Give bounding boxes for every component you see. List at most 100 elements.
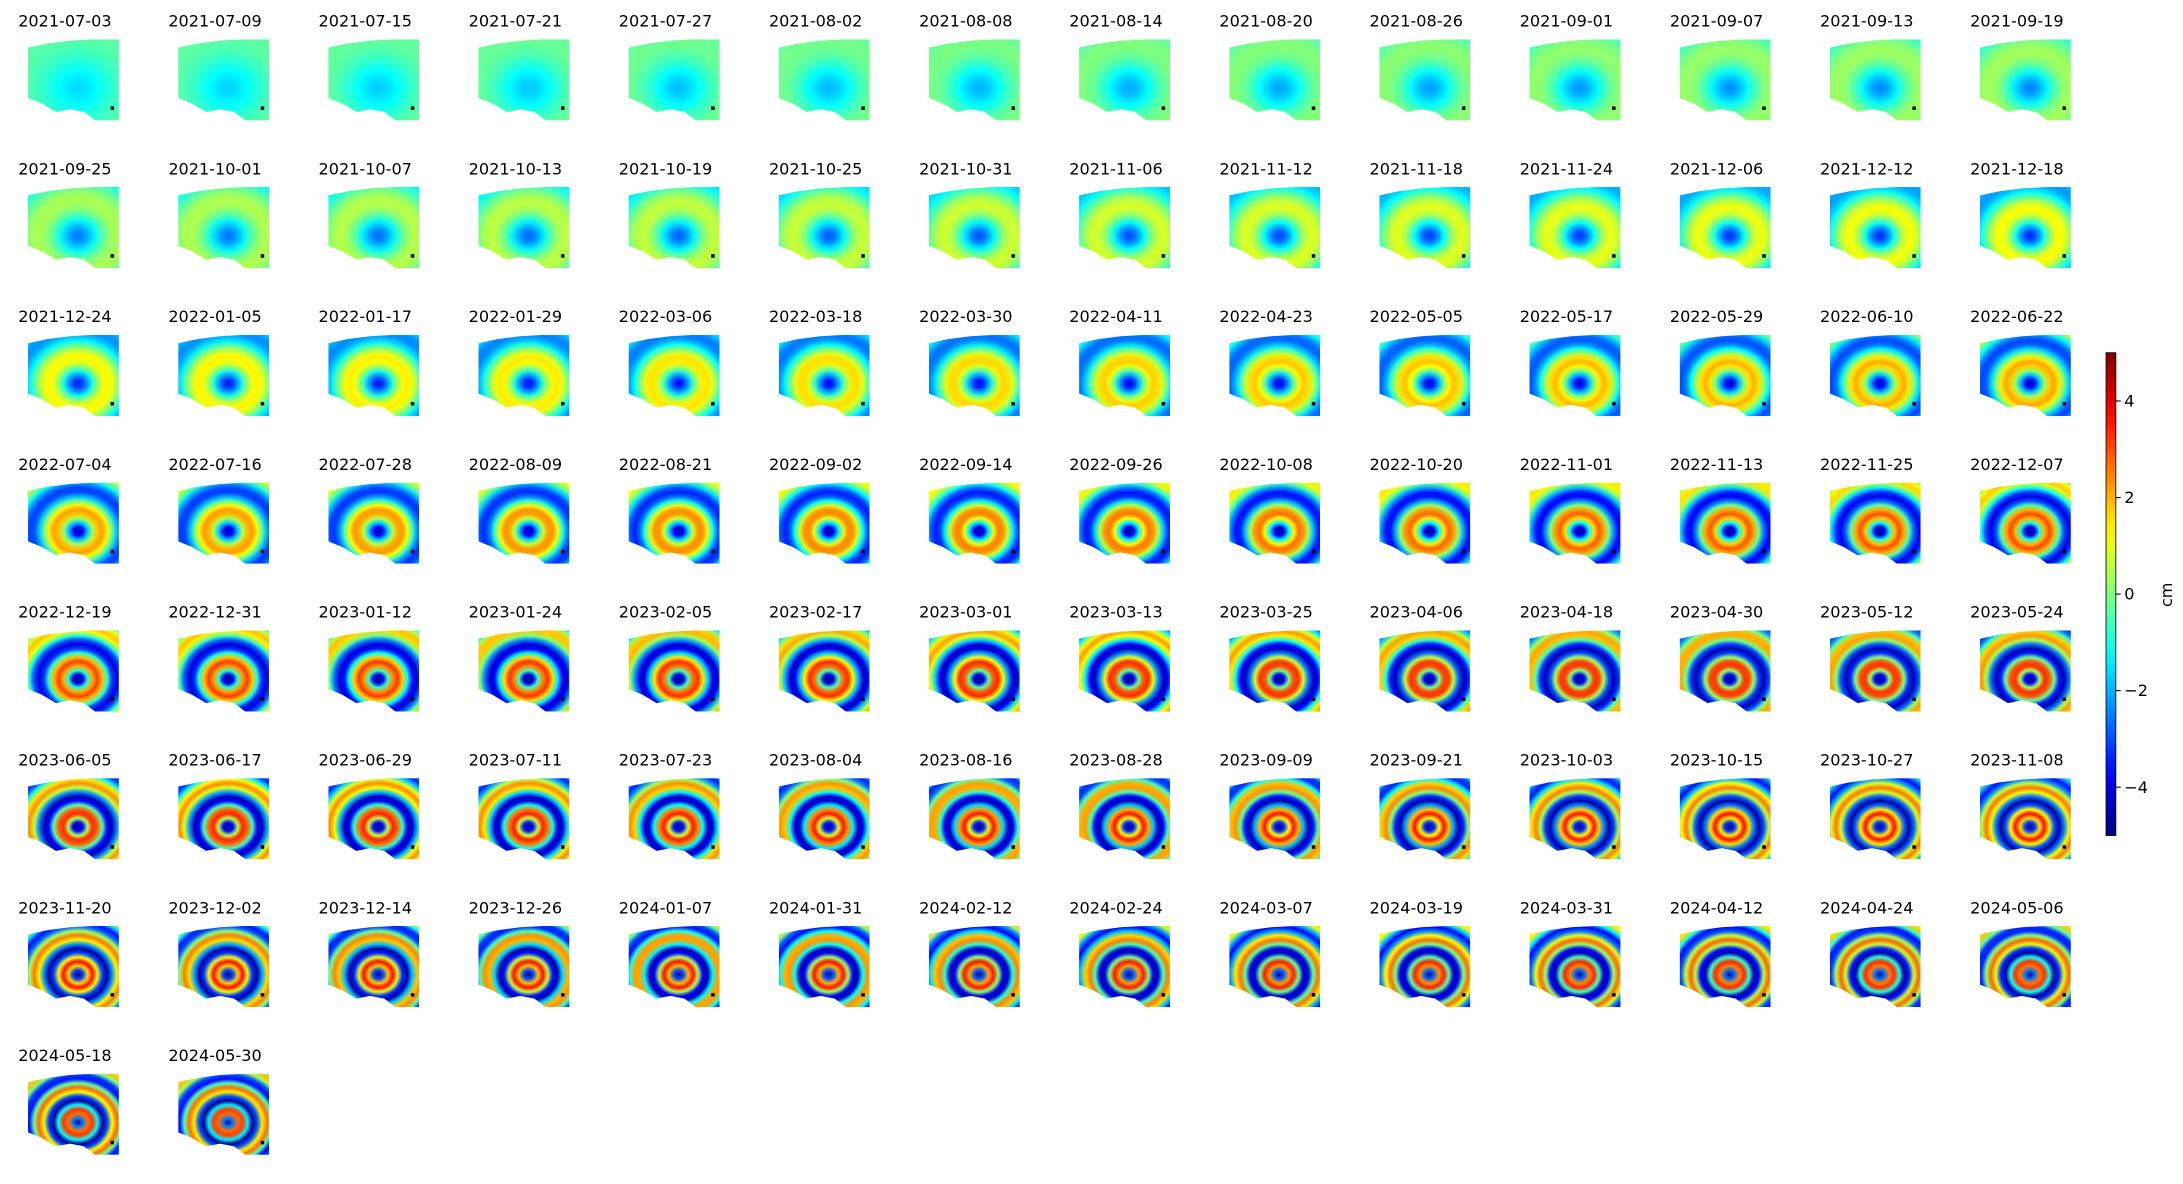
deformation-map xyxy=(1529,778,1621,860)
deformation-map xyxy=(928,39,1020,121)
panel-title: 2023-01-24 xyxy=(469,603,562,622)
deformation-map xyxy=(1679,925,1771,1008)
deformation-map xyxy=(928,630,1020,712)
panel-title: 2021-09-07 xyxy=(1670,12,1763,31)
panel-title: 2021-10-19 xyxy=(619,159,712,178)
panel-title: 2022-03-06 xyxy=(619,307,712,326)
deformation-map xyxy=(1829,630,1921,712)
panel-title: 2021-09-25 xyxy=(18,159,111,178)
deformation-map xyxy=(1529,187,1621,269)
deformation-map xyxy=(1229,630,1321,712)
panel-title: 2022-06-10 xyxy=(1820,307,1913,326)
panel-title: 2021-10-25 xyxy=(769,159,862,178)
deformation-map xyxy=(1979,630,2071,712)
deformation-map xyxy=(1979,778,2071,860)
deformation-map xyxy=(1079,925,1171,1008)
deformation-map xyxy=(1679,778,1771,860)
deformation-map xyxy=(628,630,720,712)
panel-title: 2022-06-22 xyxy=(1970,307,2063,326)
panel-title: 2022-09-14 xyxy=(919,455,1012,474)
deformation-map xyxy=(1529,334,1621,416)
panel-title: 2022-01-17 xyxy=(318,307,411,326)
deformation-map xyxy=(478,925,570,1008)
colorbar-label: cm xyxy=(2157,583,2176,608)
deformation-map xyxy=(1679,39,1771,121)
deformation-map xyxy=(1829,925,1921,1008)
deformation-map xyxy=(1979,482,2071,564)
panel-title: 2024-05-18 xyxy=(18,1046,111,1065)
deformation-map xyxy=(27,187,119,269)
panel-title: 2023-11-20 xyxy=(18,898,111,917)
deformation-map xyxy=(928,334,1020,416)
panel-title: 2023-06-29 xyxy=(318,751,411,770)
colorbar-tick-label: 4 xyxy=(2124,392,2134,411)
panel-title: 2024-02-24 xyxy=(1069,898,1162,917)
panel-title: 2023-08-16 xyxy=(919,751,1012,770)
panel-title: 2022-08-09 xyxy=(469,455,562,474)
panel-title: 2023-06-05 xyxy=(18,751,111,770)
deformation-map xyxy=(1079,39,1171,121)
deformation-map xyxy=(1529,925,1621,1008)
panel-title: 2023-07-23 xyxy=(619,751,712,770)
deformation-map xyxy=(27,39,119,121)
panel-title: 2021-11-12 xyxy=(1219,159,1312,178)
colorbar-tick-label: −4 xyxy=(2124,778,2148,797)
deformation-map xyxy=(1679,482,1771,564)
deformation-map xyxy=(328,187,420,269)
panel-title: 2021-08-20 xyxy=(1219,12,1312,31)
panel-title: 2023-02-17 xyxy=(769,603,862,622)
deformation-map xyxy=(178,482,270,564)
panel-title: 2023-03-13 xyxy=(1069,603,1162,622)
deformation-map xyxy=(1079,630,1171,712)
deformation-map xyxy=(1829,482,1921,564)
deformation-map xyxy=(1229,39,1321,121)
deformation-map xyxy=(328,630,420,712)
panel-title: 2024-01-31 xyxy=(769,898,862,917)
deformation-map xyxy=(1529,39,1621,121)
panel-title: 2023-05-24 xyxy=(1970,603,2063,622)
deformation-map xyxy=(178,187,270,269)
deformation-map xyxy=(478,187,570,269)
panel-title: 2021-11-06 xyxy=(1069,159,1162,178)
panel-title: 2023-03-25 xyxy=(1219,603,1312,622)
deformation-map xyxy=(478,630,570,712)
deformation-map xyxy=(1079,187,1171,269)
deformation-map xyxy=(1979,39,2071,121)
panel-title: 2022-07-16 xyxy=(168,455,261,474)
panel-title: 2022-09-26 xyxy=(1069,455,1162,474)
panel-title: 2024-01-07 xyxy=(619,898,712,917)
deformation-map xyxy=(778,778,870,860)
panel-title: 2021-09-13 xyxy=(1820,12,1913,31)
deformation-map xyxy=(178,630,270,712)
deformation-map xyxy=(928,187,1020,269)
panel-title: 2024-05-30 xyxy=(168,1046,261,1065)
panel-title: 2021-12-24 xyxy=(18,307,111,326)
deformation-map xyxy=(328,39,420,121)
panel-title: 2022-05-29 xyxy=(1670,307,1763,326)
panel-title: 2022-12-31 xyxy=(168,603,261,622)
deformation-map xyxy=(27,778,119,860)
panel-title: 2022-03-30 xyxy=(919,307,1012,326)
panel-title: 2022-01-05 xyxy=(168,307,261,326)
deformation-map xyxy=(1379,39,1471,121)
deformation-map xyxy=(628,334,720,416)
deformation-map xyxy=(178,1073,270,1155)
deformation-map xyxy=(27,334,119,416)
panel-title: 2022-09-02 xyxy=(769,455,862,474)
deformation-map xyxy=(928,778,1020,860)
panel-title: 2024-03-31 xyxy=(1520,898,1613,917)
panel-title: 2023-11-08 xyxy=(1970,751,2063,770)
deformation-map xyxy=(1229,334,1321,416)
panel-title: 2021-07-27 xyxy=(619,12,712,31)
deformation-map xyxy=(478,778,570,860)
panel-title: 2021-11-18 xyxy=(1370,159,1463,178)
panel-title: 2023-06-17 xyxy=(168,751,261,770)
panel-title: 2021-07-15 xyxy=(318,12,411,31)
panel-title: 2023-08-28 xyxy=(1069,751,1162,770)
panel-title: 2023-10-15 xyxy=(1670,751,1763,770)
deformation-map xyxy=(1229,187,1321,269)
panel-title: 2023-08-04 xyxy=(769,751,862,770)
panel-title: 2023-04-18 xyxy=(1520,603,1613,622)
